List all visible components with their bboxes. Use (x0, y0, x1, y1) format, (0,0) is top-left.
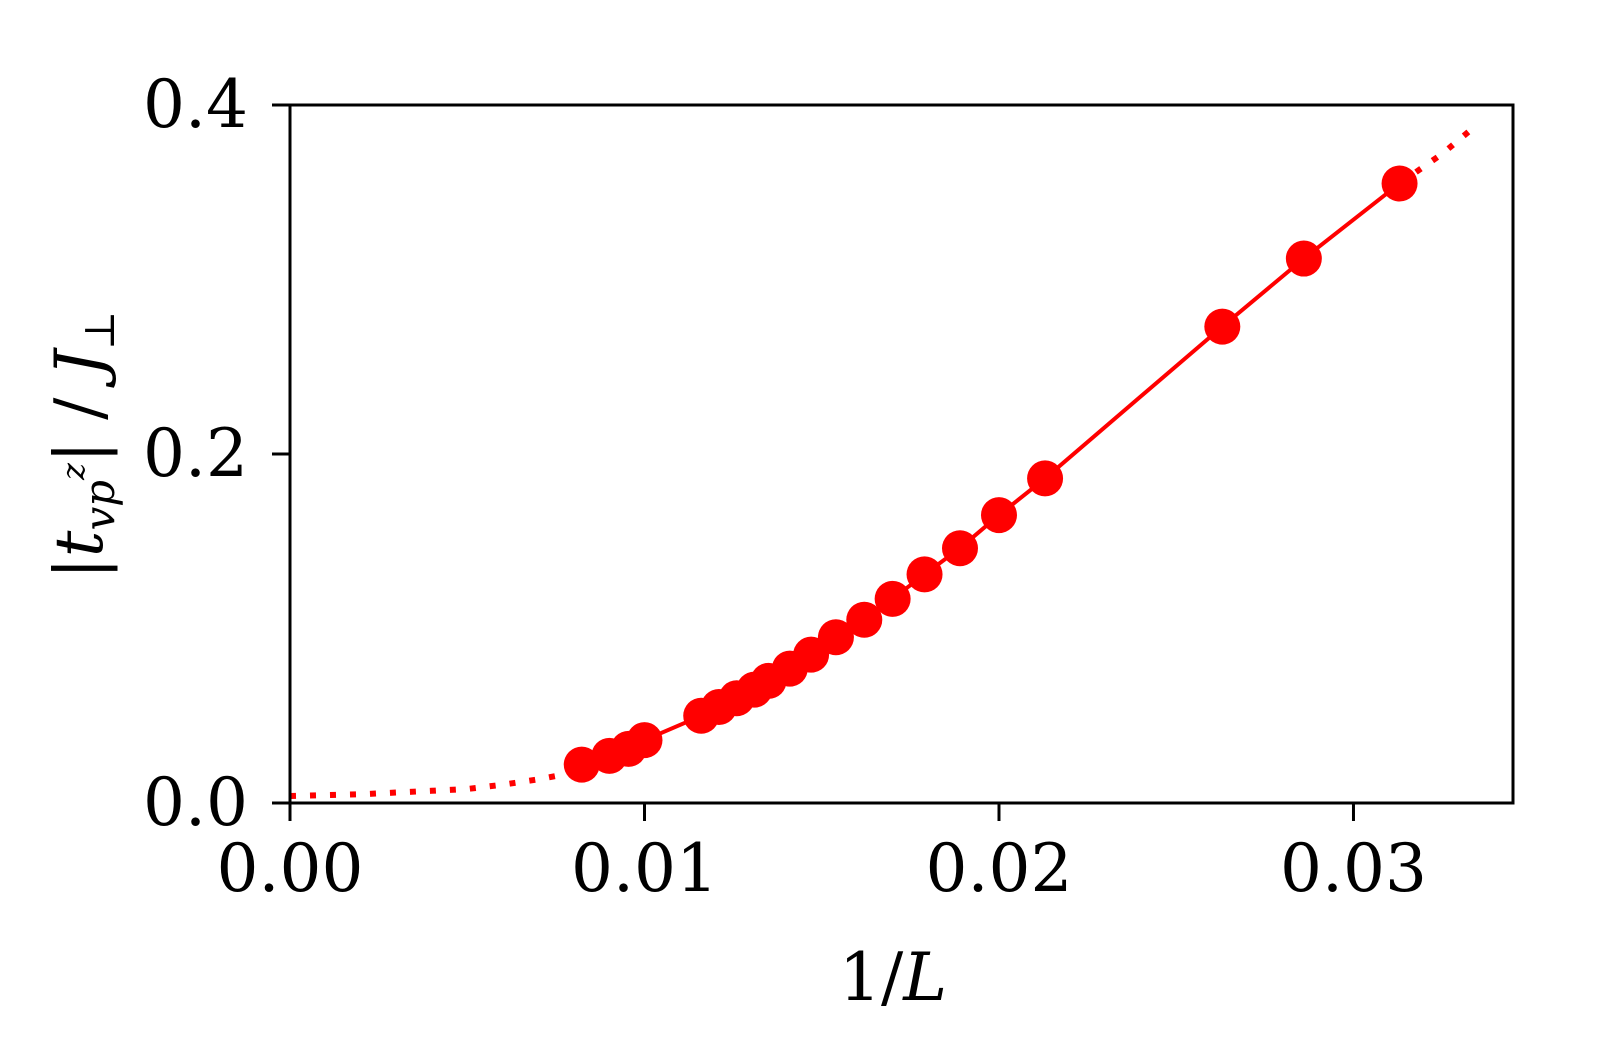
data-point (846, 601, 883, 638)
y-axis-ticks: 0.0 0.2 0.4 (143, 66, 290, 841)
extrapolation-curve (289, 762, 584, 799)
axes-frame (288, 103, 1515, 805)
data-point (874, 580, 911, 617)
x-axis-label: 1/L (839, 939, 947, 1016)
data-point (941, 530, 978, 567)
y-axis-label: |tvpz| / J⊥ (41, 311, 124, 580)
data-point (626, 722, 663, 759)
data-point (1381, 165, 1418, 202)
data-point (1204, 308, 1241, 345)
y-tick-label: 0.2 (143, 415, 248, 492)
data-series (289, 121, 1480, 799)
data-point (1027, 460, 1064, 497)
data-point (906, 556, 943, 593)
y-tick-label: 0.0 (143, 764, 248, 841)
x-tick-label: 0.02 (926, 830, 1073, 907)
data-line (581, 181, 1401, 767)
data-point (1285, 240, 1322, 277)
extrapolation-curve (1397, 121, 1480, 186)
data-point (980, 497, 1017, 534)
x-tick-label: 0.03 (1280, 830, 1427, 907)
x-tick-label: 0.00 (217, 830, 364, 907)
x-tick-label: 0.01 (571, 830, 718, 907)
x-axis-ticks: 0.00 0.01 0.02 0.03 (217, 803, 1427, 907)
y-tick-label: 0.4 (143, 66, 248, 143)
data-point (817, 619, 854, 656)
